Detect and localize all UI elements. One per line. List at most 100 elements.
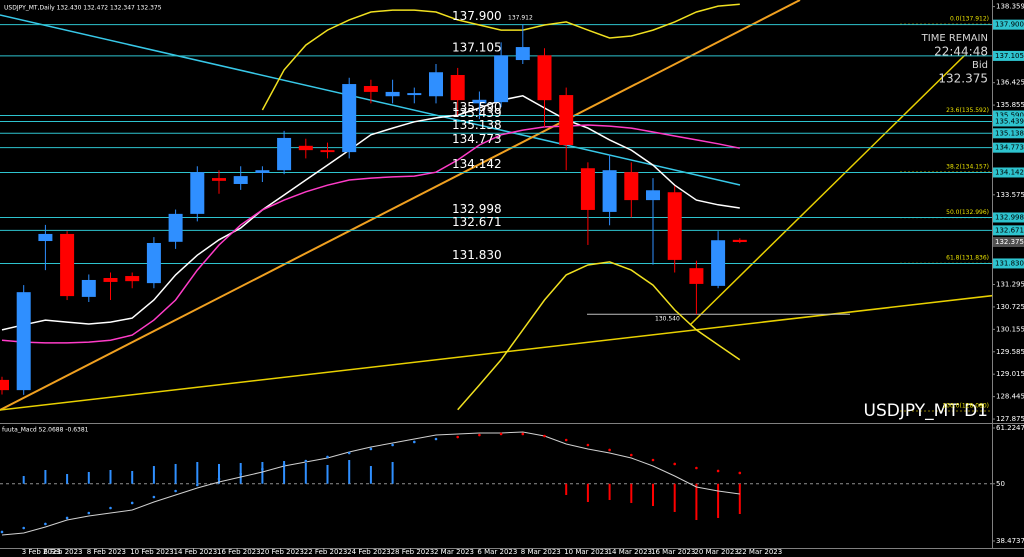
y-tick-label: 131.295 <box>996 280 1024 288</box>
candle-body <box>103 278 118 282</box>
signal-dot <box>152 495 156 499</box>
signal-dot <box>196 483 199 487</box>
level-axis-label: 132.671 <box>995 226 1024 234</box>
level-label: 134.773 <box>452 132 502 146</box>
candle-body <box>450 74 465 101</box>
x-tick-label: 16 Feb 2023 <box>217 548 261 556</box>
x-tick-label: 6 Mar 2023 <box>477 548 517 556</box>
bid-axis-box <box>993 237 1024 248</box>
level-axis-box <box>993 50 1024 61</box>
signal-dot <box>239 472 242 476</box>
candle-body <box>60 233 75 297</box>
x-tick-label: 3 Feb 2023 <box>22 548 61 556</box>
x-tick-label: 22 Feb 2023 <box>304 548 348 556</box>
candle-body <box>16 292 31 391</box>
y-tick-label: 133.575 <box>996 191 1024 199</box>
macd-panel <box>0 431 992 536</box>
level-axis-label: 134.773 <box>995 144 1024 152</box>
y-tick-label: 50 <box>996 480 1005 488</box>
x-tick-label: 20 Mar 2023 <box>694 548 738 556</box>
fib-label: 100.0(128.080) <box>942 402 989 409</box>
y-tick-label: 138.359 <box>996 3 1024 11</box>
signal-dot <box>0 530 4 534</box>
histogram-bar <box>87 471 90 484</box>
histogram-bar <box>630 483 633 503</box>
fib-label: 23.6(135.592) <box>946 107 989 114</box>
level-axis-box <box>993 116 1024 127</box>
level-axis-box <box>993 167 1024 178</box>
level-axis-label: 131.830 <box>995 259 1024 267</box>
level-axis-box <box>993 128 1024 139</box>
y-tick-label: 130.155 <box>996 325 1024 333</box>
signal-dot <box>630 453 633 457</box>
candle-body <box>559 95 574 146</box>
y-tick-label: 128.445 <box>996 393 1024 401</box>
y-tick-label: 135.855 <box>996 101 1024 109</box>
signal-dot <box>695 466 698 470</box>
candle-body <box>646 190 660 201</box>
candle-body <box>732 239 747 243</box>
histogram-bar <box>673 483 676 512</box>
x-tick-label: 6 Feb 2023 <box>43 548 82 556</box>
signal-dot <box>434 437 438 441</box>
level-axis-box <box>993 19 1024 30</box>
signal-dot <box>478 433 481 437</box>
level-label: 135.439 <box>452 106 502 120</box>
signal-dot <box>391 443 394 447</box>
histogram-bar <box>391 461 394 484</box>
level-axis-label: 135.439 <box>995 117 1024 125</box>
bid-axis-label: 132.375 <box>995 238 1024 246</box>
signal-dot <box>716 469 720 473</box>
signal-dot <box>456 435 460 439</box>
candle-body <box>168 213 183 242</box>
macd-line <box>1 431 740 536</box>
histogram-bar <box>261 461 264 484</box>
candle-body <box>580 168 595 210</box>
signal-dot <box>369 447 373 451</box>
trendline <box>0 14 741 186</box>
histogram-bar <box>196 461 199 484</box>
candle-body <box>494 55 509 103</box>
candle-body <box>711 240 726 286</box>
y-tick-label: 129.585 <box>996 348 1024 356</box>
x-tick-label: 10 Feb 2023 <box>130 548 174 556</box>
signal-dot <box>347 451 351 455</box>
signal-dot <box>304 459 308 463</box>
timer-label: TIME REMAIN <box>921 33 988 44</box>
signal-dot <box>738 471 742 475</box>
histogram-bar <box>652 483 654 507</box>
signal-dot <box>217 477 221 481</box>
histogram-bar <box>44 469 47 484</box>
signal-dot <box>65 516 69 520</box>
candle-body <box>342 84 357 153</box>
candle-body <box>298 145 313 151</box>
y-tick-label: 127.875 <box>996 415 1024 423</box>
histogram-bar <box>109 469 112 484</box>
signal-dot <box>174 489 177 493</box>
fib-label: 0.0(137.912) <box>950 16 989 23</box>
trendline <box>0 0 801 411</box>
x-tick-label: 28 Feb 2023 <box>391 548 435 556</box>
watermark: USDJPY_MT D1 <box>864 401 988 421</box>
candle-body <box>537 55 552 101</box>
candle-body <box>429 72 443 97</box>
candle-body <box>472 99 487 104</box>
x-tick-label: 20 Feb 2023 <box>260 548 304 556</box>
candle-body <box>146 242 161 284</box>
level-label: 134.142 <box>452 157 502 171</box>
fib-label: 38.2(134.157) <box>946 163 989 170</box>
signal-dot <box>499 432 503 436</box>
x-tick-label: 8 Feb 2023 <box>87 548 126 556</box>
support-label: 130.540 <box>655 316 680 323</box>
bid-label: Bid <box>972 60 988 71</box>
candle-body <box>689 268 704 284</box>
signal-dot <box>521 432 525 436</box>
candle-body <box>212 178 226 181</box>
macd-title: fuuta_Macd 52.0688 -0.6381 <box>2 427 89 434</box>
histogram-bar <box>695 483 698 521</box>
histogram-bar <box>369 466 372 484</box>
indicator-line <box>1 124 740 344</box>
signal-dot <box>22 526 26 530</box>
x-tick-label: 8 Mar 2023 <box>521 548 561 556</box>
